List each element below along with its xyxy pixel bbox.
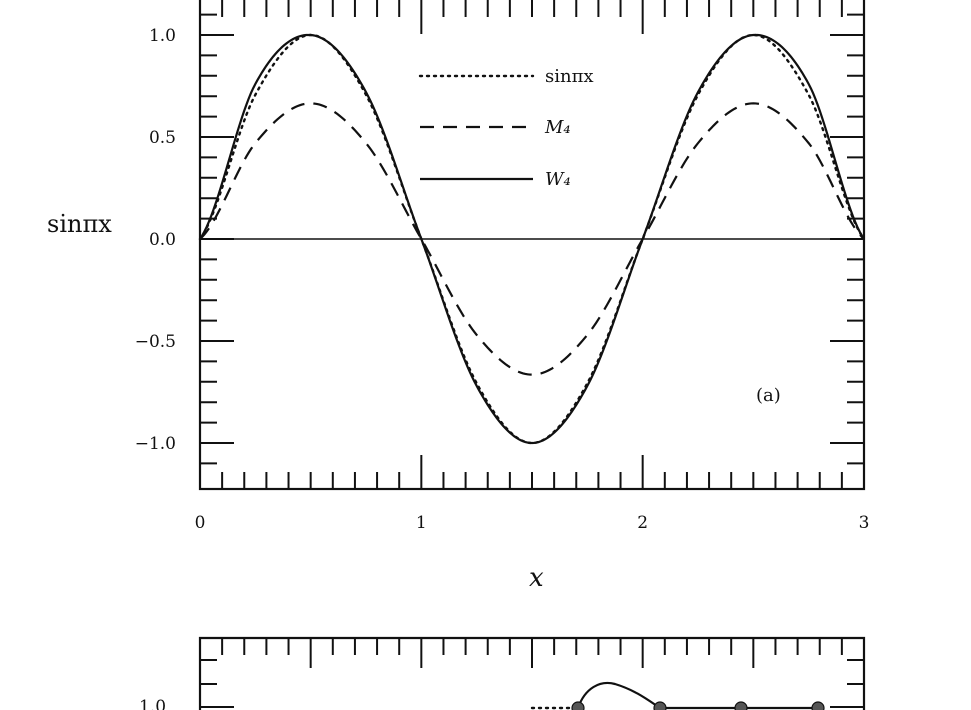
data-point-b [571,701,585,710]
data-point-b [811,701,825,710]
plot-frame [198,0,866,491]
x-tick-label: 2 [637,513,648,533]
y-tick-label: 1.0 [149,26,176,46]
panel-label: (a) [756,385,781,406]
y-axis-label: sinπx [47,210,112,238]
y-tick-label: 0.5 [149,128,176,148]
x-axis-label: x [529,563,544,593]
tick-marks-b [200,638,864,708]
legend-label-1: M₄ [544,117,571,138]
chart-panel-b: 1.0 [139,636,866,710]
x-tick-labels: 0 1 2 3 [195,513,870,533]
x-tick-label: 3 [859,513,870,533]
tick-marks [200,0,864,489]
series-group-b [530,681,825,710]
y-tick-label: −1.0 [135,434,176,454]
series-line-2 [199,33,865,445]
series-line-1 [199,102,865,376]
y-tick-label: −0.5 [135,332,176,352]
data-point-b [734,701,748,710]
chart-panel-a: 1.0 0.5 0.0 −0.5 −1.0 0 1 2 3 sinπx x (a) sinπx… [47,0,869,593]
series-line-b-solid [576,681,820,710]
y-tick-label-b: 1.0 [139,697,166,710]
x-tick-label: 1 [416,513,427,533]
legend-label-0: sinπx [545,66,594,87]
legend: sinπx M₄ W₄ [418,66,594,190]
data-point-b [653,701,667,710]
y-tick-labels: 1.0 0.5 0.0 −0.5 −1.0 [135,26,176,454]
y-tick-label: 0.0 [149,230,176,250]
x-tick-label: 0 [195,513,206,533]
legend-label-2: W₄ [545,169,571,190]
series-group [198,33,866,445]
